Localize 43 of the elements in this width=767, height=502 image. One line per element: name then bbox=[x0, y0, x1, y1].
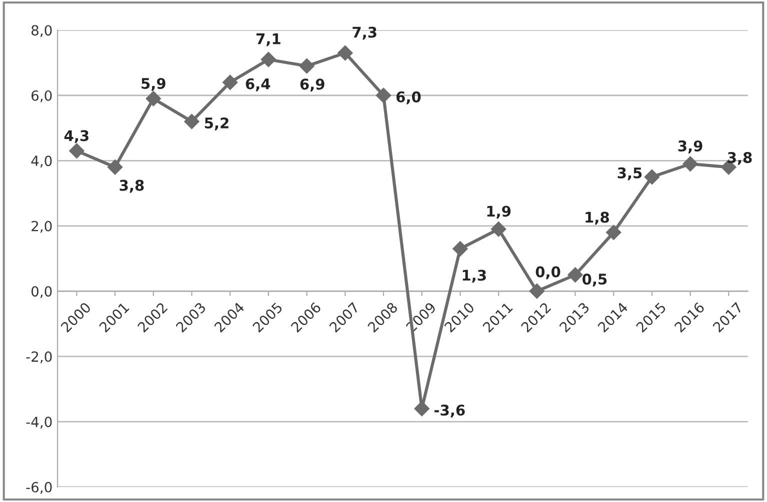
point bbox=[299, 58, 314, 74]
point bbox=[682, 156, 698, 172]
data-label: 5,2 bbox=[204, 117, 228, 130]
data-label: 5,9 bbox=[142, 78, 166, 91]
y-tick-label: 2,0 bbox=[32, 220, 52, 233]
point bbox=[146, 91, 161, 106]
data-label: 3,8 bbox=[120, 180, 144, 193]
data-label: 0,5 bbox=[582, 274, 607, 286]
data-label: 3,9 bbox=[678, 140, 702, 154]
data-label: 1,8 bbox=[586, 212, 609, 225]
y-tick-label: -6,0 bbox=[26, 482, 52, 494]
y-tick-label: 4,0 bbox=[31, 156, 52, 168]
data-label: 6,4 bbox=[246, 78, 270, 92]
point bbox=[568, 267, 583, 282]
point bbox=[107, 160, 123, 175]
point bbox=[338, 45, 353, 61]
point bbox=[529, 284, 544, 299]
point bbox=[222, 74, 238, 90]
point bbox=[644, 169, 660, 185]
data-label: -3,6 bbox=[434, 404, 465, 418]
data-label: 3,5 bbox=[618, 167, 642, 180]
point bbox=[376, 88, 392, 103]
data-label: 3,8 bbox=[728, 152, 752, 165]
point bbox=[414, 401, 430, 416]
data-label: 7,1 bbox=[256, 33, 280, 46]
data-label: 6,0 bbox=[396, 91, 421, 104]
point bbox=[490, 222, 506, 237]
data-label: 1,9 bbox=[487, 206, 511, 219]
point bbox=[606, 224, 622, 240]
data-label: 6,9 bbox=[300, 78, 324, 92]
data-label: 0,0 bbox=[536, 266, 560, 280]
y-tick-label: 8,0 bbox=[32, 25, 52, 38]
y-tick-label: -2,0 bbox=[26, 351, 52, 364]
y-tick-label: 6,0 bbox=[32, 90, 52, 102]
data-label: 1,3 bbox=[462, 270, 486, 283]
point bbox=[260, 52, 276, 68]
data-label: 4,3 bbox=[64, 130, 88, 144]
point bbox=[69, 143, 84, 158]
y-tick-label: 0,0 bbox=[31, 286, 52, 298]
data-label: 7,3 bbox=[352, 26, 376, 40]
point bbox=[452, 241, 468, 256]
y-tick-label: -4,0 bbox=[26, 416, 52, 429]
point bbox=[184, 114, 200, 130]
